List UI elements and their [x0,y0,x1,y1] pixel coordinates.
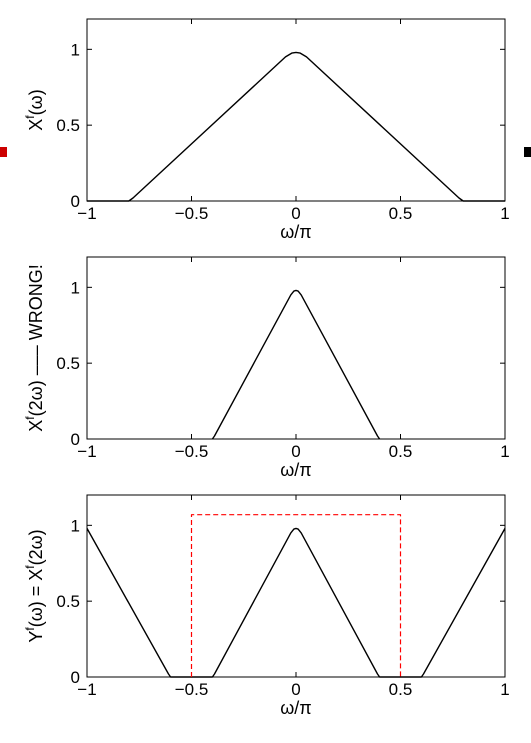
y-tick-label: 0 [71,430,80,449]
line-series-1 [211,289,381,440]
y-axis-label: Yf(ω) = Xf(2ω) [23,529,46,642]
x-tick-label: 1 [500,442,509,461]
x-tick-label: −0.5 [175,204,209,223]
y-tick-label: 0 [71,192,80,211]
chart-panel-1: −1 −0.5 0 0.5 1 0 0.5 1 ω/π Xf(ω) [23,18,510,242]
dashed-line-series [190,514,402,677]
x-axis-label: ω/π [280,698,311,718]
chart-panel-2: −1 −0.5 0 0.5 1 0 0.5 1 ω/π Xf(2ω) ––– WRONG! [23,256,510,480]
y-tick-label: 1 [71,516,80,535]
axes-box [86,494,506,678]
x-tick-label: −1 [77,680,96,699]
x-tick-label: 0 [291,204,300,223]
x-tick-label: 0.5 [389,204,413,223]
y-tick-label: 1 [71,40,80,59]
x-tick-label: 0 [291,680,300,699]
y-tick-label: 0.5 [56,592,80,611]
y-tick-label: 0 [71,668,80,687]
x-tick-label: −1 [77,204,96,223]
x-tick-label: 1 [500,204,509,223]
line-series-1 [86,527,506,678]
x-tick-label: −0.5 [175,680,209,699]
x-tick-label: −1 [77,442,96,461]
x-tick-label: 0 [291,442,300,461]
x-tick-label: 0.5 [389,442,413,461]
x-axis-label: ω/π [280,222,311,242]
left-marker [0,147,7,157]
x-tick-label: 1 [500,680,509,699]
x-axis-label: ω/π [280,460,311,480]
axes-box [86,18,506,202]
y-tick-label: 1 [71,278,80,297]
y-tick-label: 0.5 [56,354,80,373]
y-axis-label: Xf(ω) [23,89,46,130]
line-series-1 [87,51,505,202]
chart-panel-3: −1 −0.5 0 0.5 1 0 0.5 1 ω/π Yf(ω) = Xf(2ω) [23,494,510,718]
right-marker [524,147,531,157]
y-axis-label: Xf(2ω) ––– WRONG! [23,264,46,431]
x-tick-label: 0.5 [389,680,413,699]
axes-box [86,256,506,440]
x-tick-label: −0.5 [175,442,209,461]
y-tick-label: 0.5 [56,116,80,135]
